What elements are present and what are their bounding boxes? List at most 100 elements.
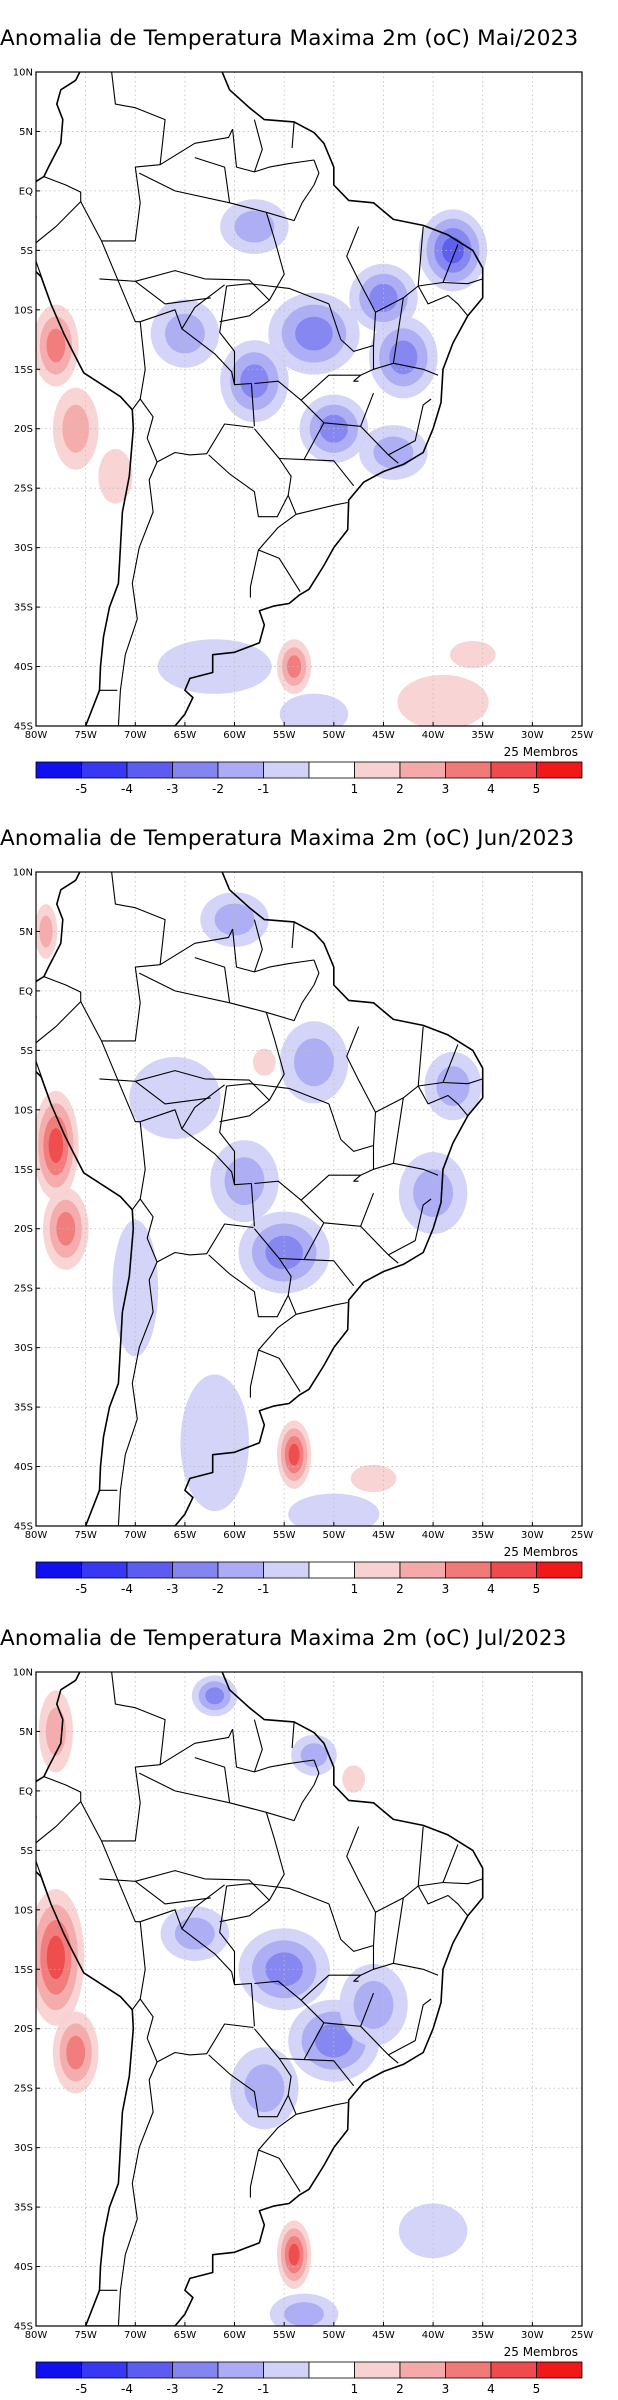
political-border: [139, 1198, 254, 1263]
lon-tick-label: 45W: [372, 1530, 395, 1541]
political-border: [43, 176, 82, 202]
political-border: [181, 1084, 225, 1130]
cold-anomaly-patch: [288, 1493, 380, 1526]
political-border: [291, 121, 295, 149]
lat-tick-label: 10N: [13, 1668, 33, 1679]
lon-tick-label: 50W: [323, 730, 346, 741]
political-border: [279, 1222, 325, 1261]
legend-swatch: [81, 2361, 128, 2379]
legend-swatch: [126, 761, 173, 779]
political-border: [194, 1757, 231, 1803]
lon-tick-label: 80W: [25, 2330, 48, 2341]
political-border: [117, 1261, 158, 1526]
political-border: [393, 1962, 439, 1976]
lon-tick-label: 65W: [174, 2330, 197, 2341]
warm-anomaly-patch: [252, 1048, 276, 1076]
political-border: [295, 2101, 348, 2115]
political-border: [249, 1349, 259, 1398]
political-border: [100, 1040, 255, 1227]
lon-tick-label: 30W: [521, 730, 544, 741]
map-frame: [35, 1671, 583, 2327]
cold-anomaly-patch: [389, 340, 418, 375]
legend-swatch: [172, 1561, 219, 1579]
cold-anomaly-patch: [234, 210, 275, 243]
grid-lines: [36, 872, 582, 1526]
lon-tick-label: 60W: [223, 2330, 246, 2341]
political-border: [388, 2054, 399, 2064]
cold-anomaly-patch: [174, 1917, 215, 1950]
cold-anomaly-patch: [205, 1687, 225, 1705]
legend-swatch: [308, 761, 355, 779]
lat-tick-label: 30S: [14, 2143, 33, 2154]
political-border: [135, 270, 270, 301]
political-border: [388, 1254, 399, 1264]
legend-label: -3: [167, 782, 179, 796]
warm-anomaly-patch: [98, 448, 133, 504]
political-border: [301, 959, 320, 1004]
panel-title: Anomalia de Temperatura Maxima 2m (oC) M…: [0, 26, 579, 51]
lat-tick-label: 25S: [14, 2084, 33, 2095]
warm-anomaly-patch: [350, 1464, 397, 1493]
political-border: [101, 928, 234, 1042]
political-border: [442, 1078, 483, 1085]
political-border: [249, 549, 259, 598]
warm-anomaly-patch: [287, 655, 302, 678]
lat-tick-label: 5N: [19, 1727, 33, 1738]
political-border: [254, 1980, 302, 2001]
political-border: [393, 362, 439, 376]
forecast-panel-jun: Anomalia de Temperatura Maxima 2m (oC) J…: [0, 800, 618, 1600]
political-border: [291, 921, 295, 949]
anomaly-field: [36, 1675, 468, 2326]
political-border: [232, 929, 315, 973]
legend-label: 3: [442, 2382, 450, 2396]
lat-tick-label: 5S: [20, 246, 33, 257]
legend-label: 1: [351, 782, 359, 796]
political-border: [442, 278, 483, 285]
lat-tick-label: 45S: [14, 1522, 33, 1533]
political-border: [135, 1070, 270, 1101]
political-border: [301, 1759, 320, 1804]
political-border: [388, 454, 399, 464]
lat-tick-label: 15S: [14, 1965, 33, 1976]
warm-anomaly-patch: [45, 1707, 66, 1756]
political-border: [300, 1168, 375, 1227]
lon-tick-label: 25W: [571, 1530, 594, 1541]
forecast-panel-mai: Anomalia de Temperatura Maxima 2m (oC) M…: [0, 0, 618, 800]
lat-tick-label: 10N: [13, 868, 33, 879]
cold-anomaly-patch: [293, 1038, 334, 1087]
legend-label: -4: [121, 1582, 133, 1596]
political-border: [372, 297, 404, 370]
legend-swatch: [126, 1561, 173, 1579]
legend-label: 2: [396, 782, 404, 796]
cold-anomaly-patch: [300, 1743, 328, 1768]
political-border: [417, 285, 469, 317]
warm-anomaly-patch: [62, 404, 90, 453]
political-border: [219, 1812, 285, 1923]
political-border: [138, 172, 303, 222]
legend-label: -3: [167, 2382, 179, 2396]
lon-tick-label: 75W: [74, 730, 97, 741]
color-legend: -5 -4 -3 -2 -1 1 2 3 4 5: [35, 2361, 583, 2396]
political-border: [36, 201, 102, 305]
lon-tick-label: 60W: [223, 730, 246, 741]
political-border: [291, 1721, 295, 1749]
political-border: [99, 1078, 211, 1105]
cold-anomaly-patch: [284, 2302, 325, 2326]
political-border: [375, 226, 424, 313]
cold-anomaly-patch: [244, 2064, 285, 2113]
legend-swatch: [490, 761, 537, 779]
lat-tick-label: 15S: [14, 365, 33, 376]
legend-swatch: [445, 2361, 492, 2379]
warm-anomaly-patch: [48, 1128, 64, 1163]
political-border: [295, 501, 348, 515]
legend-label: 4: [487, 1582, 495, 1596]
lat-tick-label: 45S: [14, 722, 33, 733]
legend-label: 1: [351, 1582, 359, 1596]
lat-tick-label: 35S: [14, 2203, 33, 2214]
lon-tick-label: 35W: [471, 730, 494, 741]
legend-swatch: [126, 2361, 173, 2379]
